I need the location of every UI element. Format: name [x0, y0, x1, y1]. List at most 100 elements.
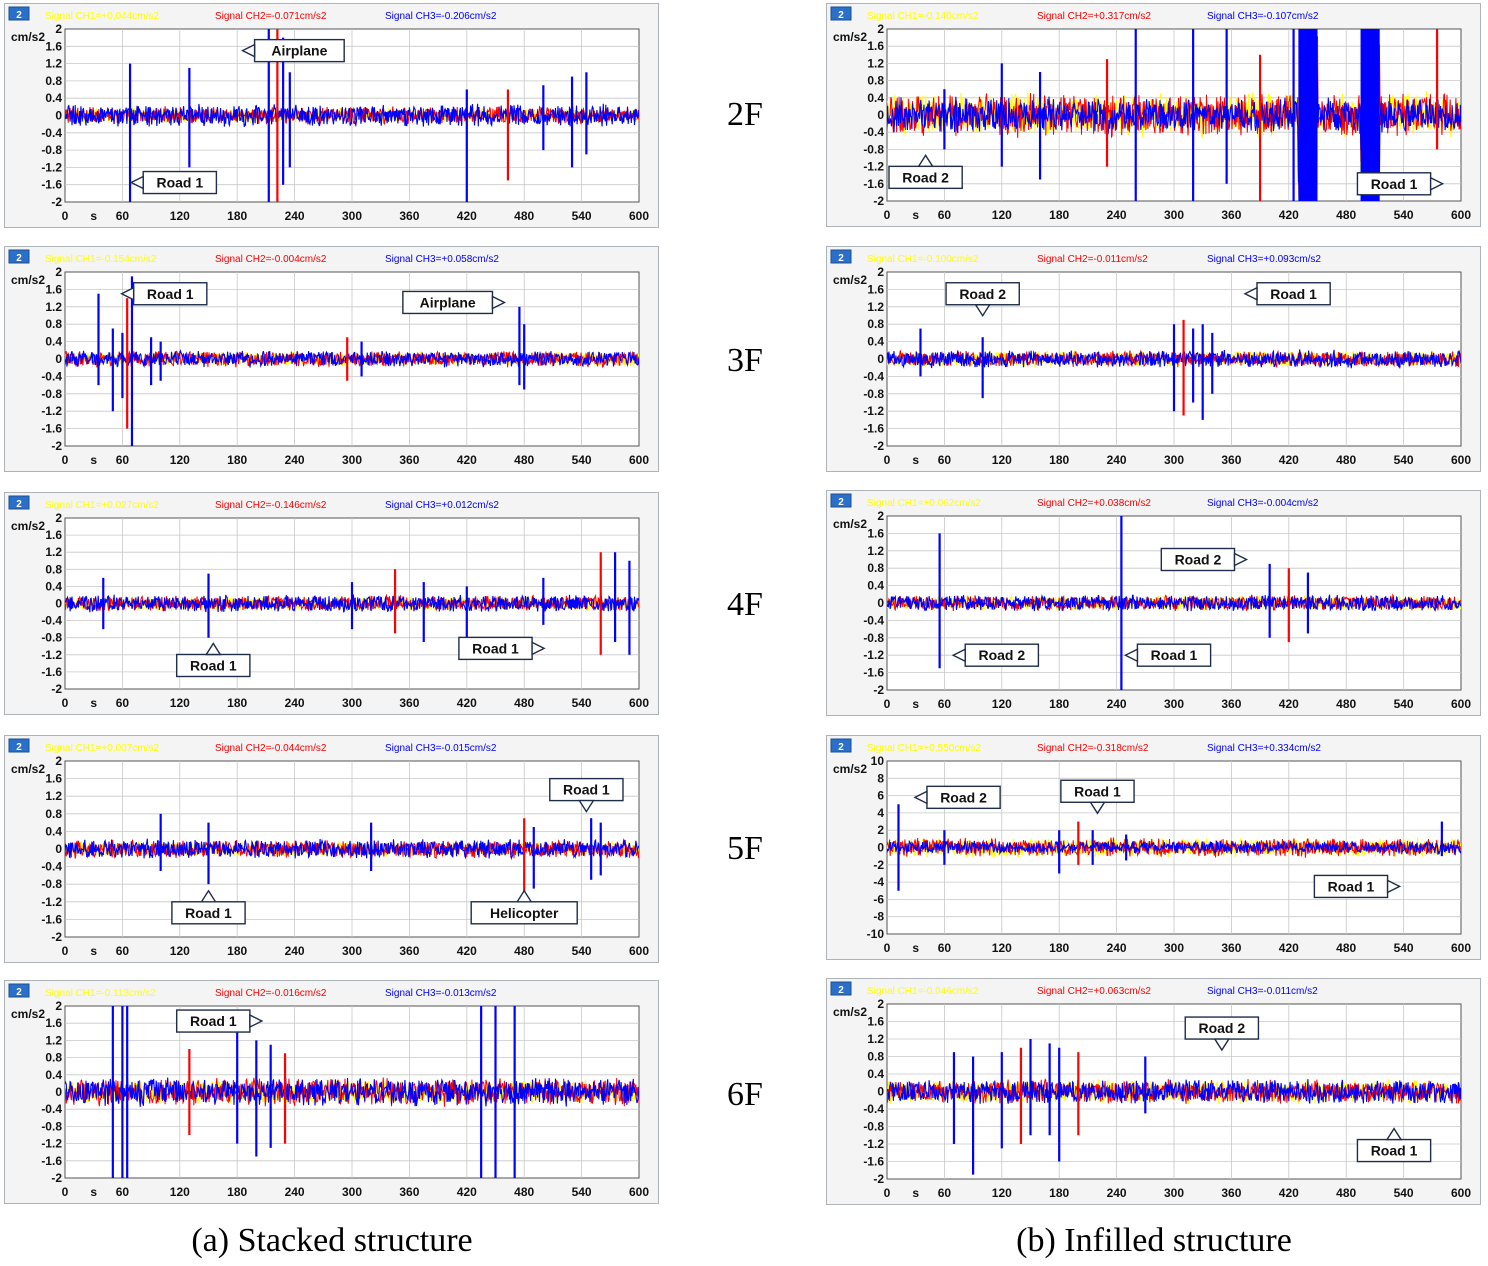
x-tick-label: 300 [1164, 941, 1184, 955]
x-tick-label: 480 [1336, 697, 1356, 711]
y-tick-label: 1.6 [867, 39, 884, 53]
annotation-arrow-icon [491, 295, 507, 310]
chart-b6: 2 Signal CH1=-0.046cm/s2 Signal CH2=+0.063… [830, 981, 1471, 1200]
annotation-label: Road 1 [1270, 286, 1317, 302]
x-tick-label: 480 [1336, 208, 1356, 222]
annotation-callout: Road 2 [913, 785, 1001, 810]
floor-label-2f: 2F [727, 96, 763, 133]
y-tick-label: 0.8 [867, 561, 884, 575]
x-tick-label: 360 [1221, 453, 1241, 467]
x-tick-label: 360 [399, 1185, 419, 1199]
x-tick-label: 300 [342, 209, 362, 223]
y-tick-label: -0.8 [41, 631, 62, 645]
floor-label-4f: 4F [727, 586, 763, 623]
x-tick-label: 0 [884, 697, 891, 711]
y-tick-label: -1.2 [863, 648, 884, 662]
y-tick-label: 0 [55, 842, 62, 856]
y-tick-label: 0.4 [867, 91, 884, 105]
x-tick-label: 420 [1279, 1186, 1299, 1200]
y-tick-label: 10 [871, 754, 885, 768]
annotation-label: Road 1 [190, 657, 237, 673]
x-tick-label: 120 [170, 696, 190, 710]
y-tick-label: -0.8 [41, 387, 62, 401]
x-tick-label: 480 [514, 944, 534, 958]
y-tick-label: 0.4 [45, 579, 62, 593]
annotation-callout: Road 1 [175, 642, 251, 678]
x-tick-label: 60 [116, 944, 130, 958]
x-tick-label: 180 [1049, 1186, 1069, 1200]
x-tick-label: 360 [399, 696, 419, 710]
annotation-callout: Road 1 [175, 1009, 264, 1033]
y-tick-label: -0.8 [41, 877, 62, 891]
y-tick-label: -1.2 [863, 160, 884, 174]
floor-label-3f: 3F [727, 342, 763, 379]
x-tick-label: 540 [572, 696, 592, 710]
x-unit-label: s [90, 1185, 97, 1199]
x-tick-label: 480 [1336, 1186, 1356, 1200]
y-tick-label: 1.6 [45, 282, 62, 296]
x-tick-label: 120 [170, 209, 190, 223]
y-unit-label: cm/s2 [11, 1007, 45, 1021]
badge-label: 2 [16, 742, 22, 753]
x-tick-label: 0 [62, 1185, 69, 1199]
y-tick-label: 2 [55, 999, 62, 1013]
y-tick-label: 0.8 [45, 1051, 62, 1065]
panel-a-6f: 2 Signal CH1=-0.113cm/s2 Signal CH2=-0.016… [4, 980, 659, 1204]
x-unit-label: s [90, 944, 97, 958]
annotation-label: Airplane [420, 294, 476, 310]
annotation-arrow-icon [951, 648, 966, 663]
x-unit-label: s [912, 941, 919, 955]
x-tick-label: 420 [1279, 453, 1299, 467]
y-tick-label: -2 [51, 930, 62, 944]
legend-ch1: Signal CH1=-0.100cm/s2 [867, 254, 979, 265]
x-tick-label: 540 [1394, 453, 1414, 467]
x-tick-label: 180 [1049, 453, 1069, 467]
x-unit-label: s [912, 208, 919, 222]
y-tick-label: -1.6 [41, 1154, 62, 1168]
x-tick-label: 600 [1451, 941, 1471, 955]
y-tick-label: 1.2 [45, 57, 62, 71]
signal-group [65, 552, 639, 655]
x-tick-label: 420 [457, 209, 477, 223]
x-tick-label: 180 [227, 209, 247, 223]
y-tick-label: 0 [55, 352, 62, 366]
x-tick-label: 120 [992, 453, 1012, 467]
y-unit-label: cm/s2 [11, 762, 45, 776]
signal-group [887, 516, 1461, 690]
legend-ch1: Signal CH1=+0.027cm/s2 [45, 500, 159, 511]
legend-ch3: Signal CH3=-0.011cm/s2 [1207, 986, 1318, 997]
y-tick-label: 1.2 [45, 789, 62, 803]
annotation-arrow-icon [1385, 1127, 1403, 1141]
x-tick-label: 600 [629, 944, 649, 958]
y-tick-label: 1.2 [867, 1032, 884, 1046]
annotation-callout: Airplane [402, 290, 507, 315]
y-unit-label: cm/s2 [11, 30, 45, 44]
y-tick-label: 1.6 [45, 1016, 62, 1030]
x-tick-label: 60 [116, 696, 130, 710]
legend-ch3: Signal CH3=-0.107cm/s2 [1207, 11, 1319, 22]
legend-ch1: Signal CH1=+0.062cm/s2 [867, 498, 981, 509]
signal-group [887, 319, 1461, 420]
annotation-callout: Road 1 [1313, 874, 1402, 899]
x-tick-label: 180 [227, 944, 247, 958]
x-tick-label: 60 [938, 453, 952, 467]
panel-b-5f: 2 Signal CH1=+0.550cm/s2 Signal CH2=-0.318… [826, 735, 1481, 960]
annotation-label: Road 1 [472, 640, 519, 656]
panel-a-5f: 2 Signal CH1=+0.007cm/s2 Signal CH2=-0.044… [4, 735, 659, 963]
x-tick-label: 540 [572, 1185, 592, 1199]
y-tick-label: 0.8 [867, 317, 884, 331]
y-tick-label: -2 [51, 1171, 62, 1185]
y-tick-label: 0.4 [867, 335, 884, 349]
y-tick-label: 0.8 [45, 562, 62, 576]
annotation-callout: Road 1 [458, 636, 546, 661]
annotation-callout: Road 2 [945, 282, 1020, 318]
chart-b5: 2 Signal CH1=+0.550cm/s2 Signal CH2=-0.318… [830, 738, 1471, 955]
y-tick-label: 2 [877, 265, 884, 279]
y-tick-label: 1.6 [45, 528, 62, 542]
y-tick-label: -0.8 [863, 142, 884, 156]
x-unit-label: s [90, 453, 97, 467]
y-tick-label: 2 [55, 511, 62, 525]
y-tick-label: -0.8 [41, 1119, 62, 1133]
annotation-callout: Road 1 [549, 777, 624, 813]
